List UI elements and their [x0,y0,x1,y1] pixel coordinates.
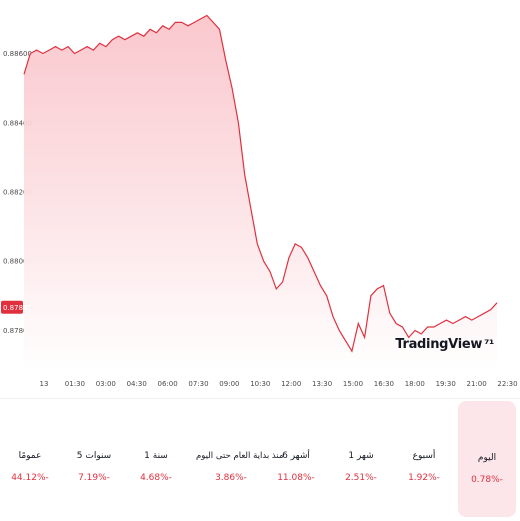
tradingview-watermark[interactable]: TradingView ⁷¹ [395,337,494,352]
y-tick-label: 0.88600 [3,50,32,58]
price-chart[interactable]: 0.88600 0.88400 0.88200 0.88000 0.87800 13 01… [0,0,520,390]
x-tick-label: 15:00 [343,380,363,388]
x-axis: 13 01:30 03:00 04:30 06:00 07:30 09:00 10:30 12:… [40,380,518,388]
period-label: منذ بداية العام حتى اليوم [196,451,284,461]
period-all-time[interactable]: عمومًا 44.12%- [0,431,60,491]
x-tick-label: 13 [40,380,49,388]
chart-canvas[interactable]: 0.88600 0.88400 0.88200 0.88000 0.87800 13 01… [0,0,520,390]
period-label: أسبوع [412,451,436,461]
period-6-months[interactable]: 6 أشهر 11.08%- [266,431,326,491]
x-tick-label: 22:30 [497,380,517,388]
price-line [23,14,498,353]
watermark-text: TradingView [395,337,483,352]
y-tick-label: 0.88200 [3,189,32,197]
period-change: 11.08%- [277,473,315,483]
period-label: 1 سنة [144,451,168,461]
period-change: 4.68%- [140,473,172,483]
x-tick-label: 01:30 [65,380,85,388]
y-tick-label: 0.88400 [3,119,32,127]
period-5-years[interactable]: 5 سنوات 7.19%- [64,431,124,491]
x-tick-label: 18:00 [405,380,425,388]
last-price-tag: 0.87867 [1,300,32,314]
x-tick-label: 10:30 [250,380,270,388]
period-label: اليوم [477,453,497,463]
y-axis: 0.88600 0.88400 0.88200 0.88000 0.87800 [3,50,32,335]
x-tick-label: 04:30 [127,380,147,388]
y-tick-label: 0.88000 [3,258,32,266]
period-change: 2.51%- [345,473,377,483]
performance-bar: اليوم 0.78%- أسبوع 1.92%- 1 شهر 2.51%- 6… [0,398,520,521]
x-tick-label: 09:00 [219,380,239,388]
period-change: 44.12%- [11,473,49,483]
x-tick-label: 07:30 [188,380,208,388]
period-label: 1 شهر [348,451,374,461]
period-change: 1.92%- [408,473,440,483]
x-tick-label: 21:00 [467,380,487,388]
x-tick-label: 12:00 [281,380,301,388]
period-week[interactable]: أسبوع 1.92%- [394,431,454,491]
tv-logo-icon: ⁷¹ [484,337,494,351]
period-today[interactable]: اليوم 0.78%- [458,401,516,517]
period-ytd[interactable]: منذ بداية العام حتى اليوم 3.86%- [196,431,284,491]
x-tick-label: 13:30 [312,380,332,388]
price-area [24,15,497,372]
x-tick-label: 19:30 [436,380,456,388]
period-1-month[interactable]: 1 شهر 2.51%- [331,431,391,491]
period-change: 3.86%- [215,473,247,483]
period-label: 5 سنوات [76,451,112,461]
period-label: 6 أشهر [282,451,310,461]
x-tick-label: 16:30 [374,380,394,388]
period-1-year[interactable]: 1 سنة 4.68%- [126,431,186,491]
period-change: 0.78%- [471,475,503,485]
y-tick-label: 0.87800 [3,327,32,335]
period-label: عمومًا [18,451,42,461]
x-tick-label: 06:00 [158,380,178,388]
x-tick-label: 03:00 [96,380,116,388]
last-price-label: 0.87867 [3,304,32,312]
period-change: 7.19%- [78,473,110,483]
